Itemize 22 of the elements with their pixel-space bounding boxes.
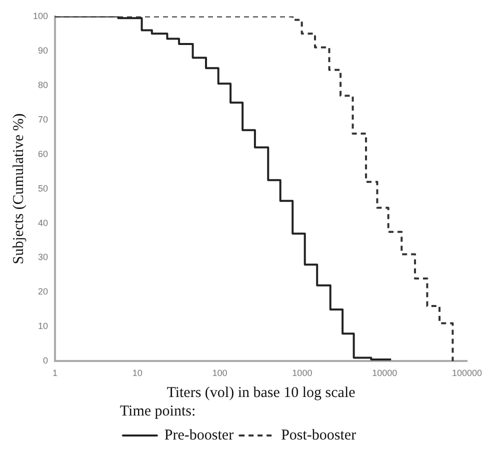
y-tick-label: 100 <box>32 10 48 21</box>
legend-label: Post-booster <box>281 427 356 444</box>
legend-label: Pre-booster <box>164 427 234 444</box>
y-axis-title: Subjects (Cumulative %) <box>10 113 27 264</box>
x-tick-label: 10 <box>132 368 142 378</box>
legend-title: Time points: <box>120 403 196 420</box>
y-tick-label: 60 <box>38 148 48 159</box>
y-tick-label: 80 <box>38 80 48 90</box>
y-tick-label: 40 <box>38 218 48 228</box>
x-tick-label: 1000 <box>292 368 312 378</box>
x-axis-title: Titers (vol) in base 10 log scale <box>166 384 356 401</box>
x-tick-label: 1 <box>52 368 58 378</box>
x-tick-label: 100000 <box>452 368 482 378</box>
y-tick-label: 0 <box>43 356 48 366</box>
y-tick-label: 90 <box>38 45 48 56</box>
y-tick-label: 70 <box>38 114 48 124</box>
y-tick-label: 20 <box>38 286 48 297</box>
y-tick-label: 30 <box>38 252 48 262</box>
x-tick-label: 10000 <box>372 368 398 378</box>
y-tick-label: 10 <box>38 321 48 332</box>
x-tick-label: 100 <box>212 368 228 378</box>
y-tick-label: 50 <box>38 183 48 194</box>
